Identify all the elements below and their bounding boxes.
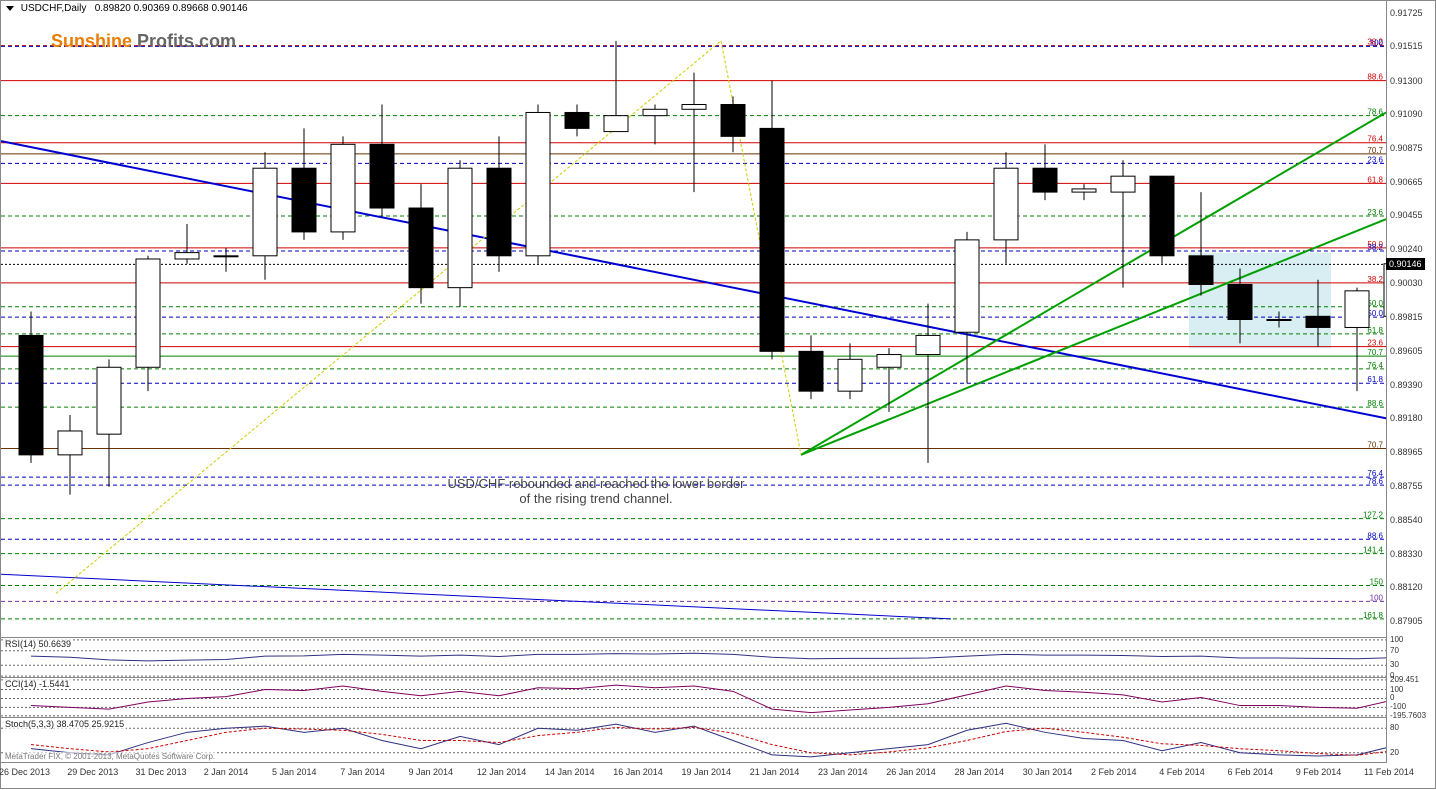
svg-text:70.7: 70.7 (1367, 348, 1383, 357)
svg-text:38.2: 38.2 (1367, 243, 1383, 252)
copyright-text: MetaTrader FIX, © 2001-2013, MetaQuotes … (3, 752, 217, 761)
svg-text:76.4: 76.4 (1367, 135, 1383, 144)
svg-text:161.8: 161.8 (1363, 611, 1384, 620)
dropdown-icon[interactable] (6, 6, 14, 11)
watermark-part1: Sunshine (51, 31, 132, 51)
svg-text:150: 150 (1370, 577, 1384, 586)
svg-text:76.4: 76.4 (1367, 361, 1383, 370)
ohlc-label: 0.89820 0.90369 0.89668 0.90146 (95, 3, 248, 14)
svg-text:141.4: 141.4 (1363, 546, 1384, 555)
watermark: Sunshine Profits.com (51, 31, 236, 52)
svg-text:100: 100 (1370, 38, 1384, 47)
svg-text:50.0: 50.0 (1367, 309, 1383, 318)
chart-window: USDCHF,Daily 0.89820 0.90369 0.89668 0.9… (0, 0, 1436, 789)
svg-text:88.6: 88.6 (1367, 531, 1383, 540)
svg-text:88.6: 88.6 (1367, 73, 1383, 82)
svg-text:70.7: 70.7 (1367, 440, 1383, 449)
rsi-panel[interactable]: RSI(14) 50.6639 (1, 638, 1386, 678)
cci-axis: 209.4511000-100-195.7603 (1386, 678, 1436, 718)
price-axis: 0.917250.915150.913000.910900.908750.906… (1386, 1, 1436, 638)
symbol-label: USDCHF,Daily (21, 3, 87, 14)
stoch-label: Stoch(5,3,3) 38.4705 25.9215 (3, 719, 126, 729)
time-axis: 26 Dec 201329 Dec 201331 Dec 20132 Jan 2… (1, 763, 1436, 790)
main-chart[interactable]: 38.210088.678.676.470.723.661.823.650.03… (1, 1, 1386, 638)
stoch-panel[interactable]: Stoch(5,3,3) 38.4705 25.9215 MetaTrader … (1, 718, 1386, 763)
annotation-text: USD/CHF rebounded and reached the lower … (381, 476, 811, 506)
svg-text:50.0: 50.0 (1367, 299, 1383, 308)
svg-text:38.2: 38.2 (1367, 275, 1383, 284)
svg-text:23.6: 23.6 (1367, 339, 1383, 348)
stoch-axis: 8020 (1386, 718, 1436, 763)
svg-text:23.6: 23.6 (1367, 208, 1383, 217)
current-price-tag: 0.90146 (1386, 258, 1425, 270)
svg-text:70.7: 70.7 (1367, 146, 1383, 155)
svg-text:61.8: 61.8 (1367, 175, 1383, 184)
svg-text:61.8: 61.8 (1367, 326, 1383, 335)
rsi-axis: 10070300 (1386, 638, 1436, 678)
rsi-label: RSI(14) 50.6639 (3, 639, 73, 649)
cci-label: CCI(14) -1.5441 (3, 679, 72, 689)
svg-text:23.6: 23.6 (1367, 155, 1383, 164)
svg-text:127.2: 127.2 (1363, 511, 1384, 520)
svg-text:78.6: 78.6 (1367, 477, 1383, 486)
cci-panel[interactable]: CCI(14) -1.5441 (1, 678, 1386, 718)
chart-header: USDCHF,Daily 0.89820 0.90369 0.89668 0.9… (2, 2, 252, 15)
svg-text:61.8: 61.8 (1367, 375, 1383, 384)
svg-text:100: 100 (1370, 593, 1384, 602)
watermark-part2: Profits.com (132, 31, 236, 51)
svg-text:88.6: 88.6 (1367, 399, 1383, 408)
